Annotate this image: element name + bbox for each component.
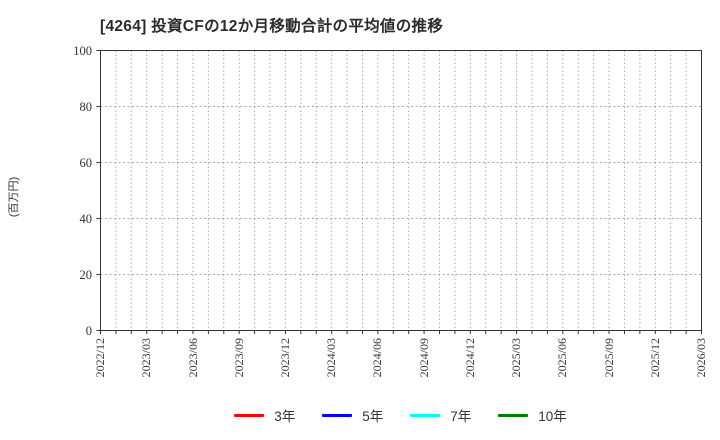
legend-label: 3年 [274, 409, 296, 424]
y-tick-label: 100 [73, 43, 92, 58]
x-tick-label: 2024/12 [462, 338, 477, 378]
legend-label: 7年 [450, 409, 472, 424]
legend: 3年 5年 7年 10年 [100, 403, 701, 427]
y-axis-unit-label: (百万円) [8, 176, 20, 218]
y-tick-label: 40 [79, 211, 93, 226]
legend-item-3年: 3年 [234, 405, 295, 425]
y-tick-label: 60 [79, 155, 93, 170]
legend-line-icon [234, 413, 265, 417]
legend-item-10年: 10年 [498, 405, 567, 425]
x-tick-label: 2024/09 [416, 338, 431, 378]
x-tick-label: 2025/12 [647, 338, 662, 378]
x-tick-label: 2026/03 [694, 338, 708, 378]
legend-line-icon [410, 413, 441, 417]
x-tick-label: 2023/12 [277, 338, 292, 378]
x-tick-label: 2025/03 [509, 338, 524, 378]
y-tick-label: 20 [79, 267, 93, 282]
legend-line-icon [498, 413, 529, 417]
x-tick-label: 2024/03 [324, 338, 339, 378]
y-tick-label: 0 [85, 323, 92, 338]
legend-item-5年: 5年 [322, 405, 383, 425]
legend-label: 5年 [362, 409, 384, 424]
chart-title: [4264] 投資CFの12か月移動合計の平均値の推移 [100, 18, 444, 35]
legend-label: 10年 [538, 409, 567, 424]
legend-line-icon [322, 413, 353, 417]
x-tick-label: 2023/03 [139, 338, 154, 378]
x-tick-label: 2024/06 [370, 338, 385, 378]
axes-spines [100, 50, 702, 331]
x-tick-label: 2025/06 [555, 338, 570, 378]
y-tick-label: 80 [79, 99, 93, 114]
plot-area [96, 50, 702, 334]
legend-item-7年: 7年 [410, 405, 471, 425]
x-tick-label: 2022/12 [93, 338, 107, 378]
x-tick-label: 2025/09 [601, 338, 616, 378]
x-tick-label: 2023/06 [185, 338, 200, 378]
x-tick-label: 2023/09 [231, 338, 246, 378]
